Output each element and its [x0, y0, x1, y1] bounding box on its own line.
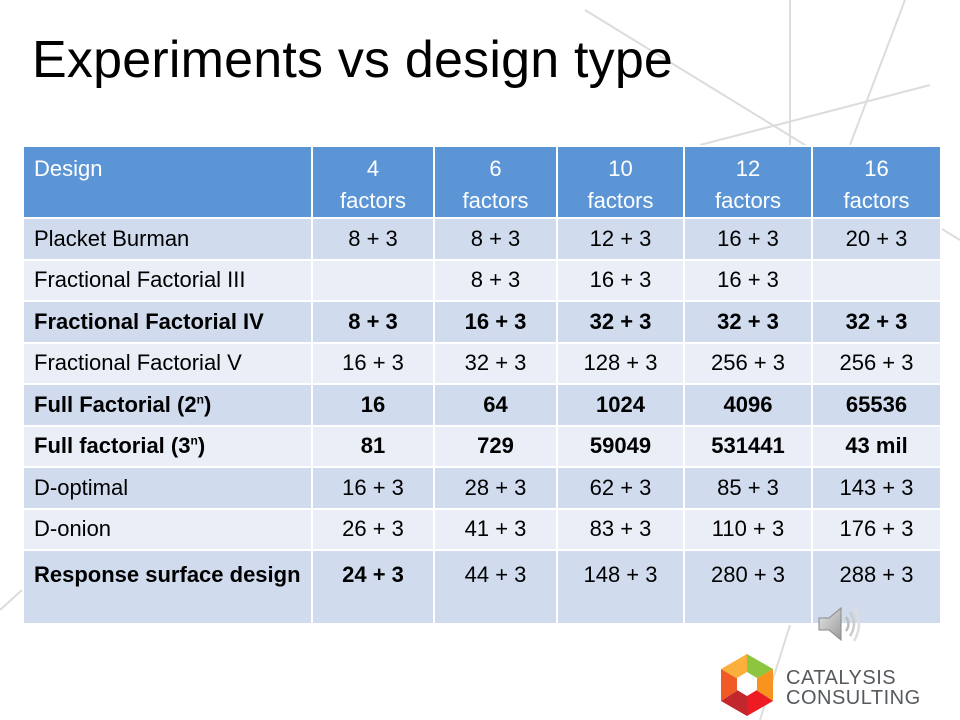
table-cell: 16	[311, 383, 435, 427]
table-cell: 83 + 3	[556, 507, 685, 551]
table-cell: 280 + 3	[683, 549, 813, 625]
table-cell: 256 + 3	[811, 341, 942, 385]
row-label: Fractional Factorial V	[22, 341, 313, 385]
table-row: Full factorial (3n) 81 729 59049 531441 …	[22, 424, 942, 468]
table-cell: 65536	[811, 383, 942, 427]
slide-title: Experiments vs design type	[32, 31, 674, 89]
row-label: Placket Burman	[22, 217, 313, 261]
table-cell: 143 + 3	[811, 466, 942, 510]
table-cell: 81	[311, 424, 435, 468]
row-label: Fractional Factorial III	[22, 258, 313, 302]
header-factors-16: 16 factors	[811, 145, 942, 219]
row-label: Full Factorial (2n)	[22, 383, 313, 427]
table-row: Fractional Factorial IV 8 + 3 16 + 3 32 …	[22, 300, 942, 344]
table-cell: 85 + 3	[683, 466, 813, 510]
table-cell: 8 + 3	[433, 217, 558, 261]
table-cell: 8 + 3	[433, 258, 558, 302]
company-logo-text: CATALYSIS CONSULTING	[786, 668, 921, 708]
table-row: Fractional Factorial III 8 + 3 16 + 3 16…	[22, 258, 942, 302]
table-cell: 41 + 3	[433, 507, 558, 551]
table-row: Fractional Factorial V 16 + 3 32 + 3 128…	[22, 341, 942, 385]
row-label: D-optimal	[22, 466, 313, 510]
catalysis-logo-icon	[721, 654, 773, 716]
table-cell: 16 + 3	[683, 217, 813, 261]
row-label: Response surface design	[22, 549, 313, 625]
table-cell: 16 + 3	[683, 258, 813, 302]
table-cell: 8 + 3	[311, 300, 435, 344]
table-header-row: Design 4 factors 6 factors 10 factors 12 fac…	[22, 145, 942, 219]
design-comparison-table: Design 4 factors 6 factors 10 factors 12 fac…	[22, 145, 942, 625]
table-cell: 256 + 3	[683, 341, 813, 385]
table-cell: 148 + 3	[556, 549, 685, 625]
table-cell: 32 + 3	[433, 341, 558, 385]
table-cell: 28 + 3	[433, 466, 558, 510]
table-cell: 16 + 3	[556, 258, 685, 302]
table-cell: 16 + 3	[311, 341, 435, 385]
row-label: Fractional Factorial IV	[22, 300, 313, 344]
table-cell: 16 + 3	[311, 466, 435, 510]
table-cell: 44 + 3	[433, 549, 558, 625]
table-cell	[811, 258, 942, 302]
header-factors-6: 6 factors	[433, 145, 558, 219]
table-cell: 531441	[683, 424, 813, 468]
table-cell: 20 + 3	[811, 217, 942, 261]
table-cell: 128 + 3	[556, 341, 685, 385]
logo-line-1: CATALYSIS	[786, 667, 897, 689]
table-cell: 1024	[556, 383, 685, 427]
header-factors-10: 10 factors	[556, 145, 685, 219]
header-factors-12: 12 factors	[683, 145, 813, 219]
speaker-icon[interactable]	[815, 600, 863, 648]
table-cell: 4096	[683, 383, 813, 427]
table-cell: 12 + 3	[556, 217, 685, 261]
header-design: Design	[22, 145, 313, 219]
table-cell: 288 + 3	[811, 549, 942, 625]
table-cell: 62 + 3	[556, 466, 685, 510]
table-row: D-optimal 16 + 3 28 + 3 62 + 3 85 + 3 14…	[22, 466, 942, 510]
header-factors-4: 4 factors	[311, 145, 435, 219]
table-cell: 729	[433, 424, 558, 468]
table-cell: 43 mil	[811, 424, 942, 468]
table-cell: 59049	[556, 424, 685, 468]
table-cell: 16 + 3	[433, 300, 558, 344]
row-label: D-onion	[22, 507, 313, 551]
table-cell: 64	[433, 383, 558, 427]
table-row: D-onion 26 + 3 41 + 3 83 + 3 110 + 3 176…	[22, 507, 942, 551]
table-cell: 32 + 3	[811, 300, 942, 344]
table-cell	[311, 258, 435, 302]
table-cell: 110 + 3	[683, 507, 813, 551]
table-cell: 24 + 3	[311, 549, 435, 625]
table-cell: 32 + 3	[556, 300, 685, 344]
table-row: Placket Burman 8 + 3 8 + 3 12 + 3 16 + 3…	[22, 217, 942, 261]
row-label: Full factorial (3n)	[22, 424, 313, 468]
table-cell: 176 + 3	[811, 507, 942, 551]
table-row: Full Factorial (2n) 16 64 1024 4096 6553…	[22, 383, 942, 427]
logo-line-2: CONSULTING	[786, 687, 921, 709]
table-cell: 8 + 3	[311, 217, 435, 261]
table-cell: 32 + 3	[683, 300, 813, 344]
table-cell: 26 + 3	[311, 507, 435, 551]
table-row: Response surface design 24 + 3 44 + 3 14…	[22, 549, 942, 625]
